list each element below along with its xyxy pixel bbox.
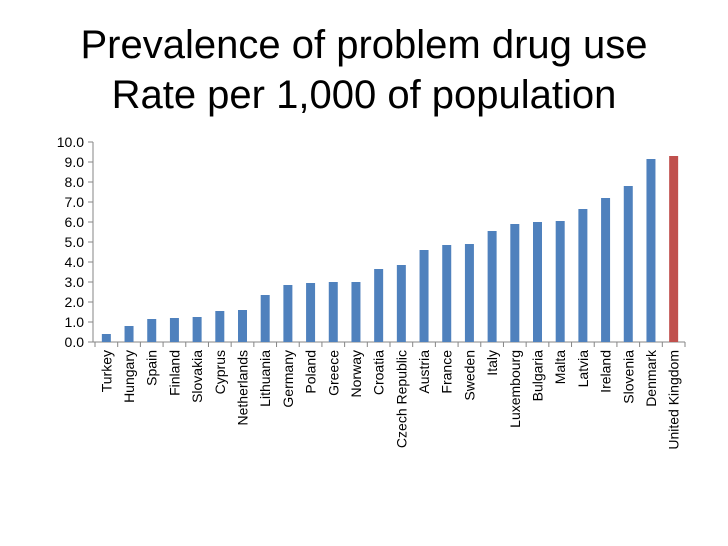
bar-hungary (124, 326, 134, 342)
y-tick-label: 10.0 (57, 134, 84, 150)
bar-greece (328, 282, 338, 342)
x-tick-label: Austria (416, 350, 432, 394)
y-tick-label: 4.0 (65, 254, 85, 270)
y-tick-label: 5.0 (65, 234, 85, 250)
x-tick-label: Finland (166, 350, 182, 396)
x-tick-label: Czech Republic (393, 350, 409, 448)
x-tick-label: Germany (280, 350, 296, 408)
x-tick-label: Spain (144, 350, 160, 386)
bar-turkey (101, 334, 111, 342)
x-tick-label: Sweden (461, 350, 477, 401)
y-tick-label: 8.0 (65, 174, 85, 190)
y-tick-label: 7.0 (65, 194, 85, 210)
x-tick-label: Slovenia (620, 350, 636, 404)
y-tick-label: 0.0 (65, 334, 85, 350)
bar-finland (169, 318, 179, 342)
bar-france (442, 245, 452, 342)
bar-slovenia (623, 186, 633, 342)
bar-bulgaria (533, 222, 542, 342)
x-tick-label: Lithuania (257, 350, 273, 407)
y-tick-label: 1.0 (65, 314, 85, 330)
x-tick-label: Italy (484, 350, 500, 376)
bar-sweden (464, 244, 474, 342)
x-tick-label: United Kingdom (666, 350, 682, 450)
bar-cyprus (215, 311, 225, 342)
bar-ireland (601, 198, 611, 342)
bar-latvia (578, 209, 588, 342)
bar-germany (283, 285, 293, 342)
bar-denmark (646, 159, 656, 342)
chart-title-line1: Prevalence of problem drug use (80, 23, 648, 67)
x-tick-label: Croatia (371, 350, 387, 395)
x-tick-label: Denmark (643, 349, 659, 407)
bar-netherlands (238, 310, 247, 342)
x-tick-label: Luxembourg (507, 350, 523, 428)
bar-slovakia (192, 317, 202, 342)
x-tick-label: Netherlands (235, 350, 251, 426)
bar-croatia (374, 269, 384, 342)
bar-luxembourg (510, 224, 520, 342)
x-tick-label: Latvia (575, 350, 591, 388)
y-tick-label: 6.0 (65, 214, 85, 230)
bar-united-kingdom (669, 156, 679, 342)
x-tick-label: Turkey (98, 350, 114, 392)
x-tick-label: Malta (552, 350, 568, 384)
x-tick-label: Slovakia (189, 350, 205, 403)
y-tick-label: 3.0 (65, 274, 85, 290)
x-tick-label: France (439, 350, 455, 394)
x-tick-label: Hungary (121, 350, 137, 403)
chart-title-line2: Rate per 1,000 of population (111, 73, 617, 117)
y-tick-label: 2.0 (65, 294, 85, 310)
bar-spain (147, 319, 157, 342)
bar-austria (419, 250, 429, 342)
x-tick-label: Cyprus (212, 350, 228, 394)
bar-lithuania (260, 295, 270, 342)
x-tick-label: Poland (303, 350, 319, 394)
y-tick-label: 9.0 (65, 154, 85, 170)
x-tick-label: Greece (325, 350, 341, 396)
bar-italy (487, 231, 497, 342)
x-tick-label: Norway (348, 350, 364, 397)
bar-malta (555, 221, 565, 342)
x-tick-label: Bulgaria (530, 350, 546, 402)
bar-czech-republic (396, 265, 406, 342)
x-tick-label: Ireland (598, 350, 614, 393)
bar-poland (306, 283, 316, 342)
bar-norway (351, 282, 361, 342)
